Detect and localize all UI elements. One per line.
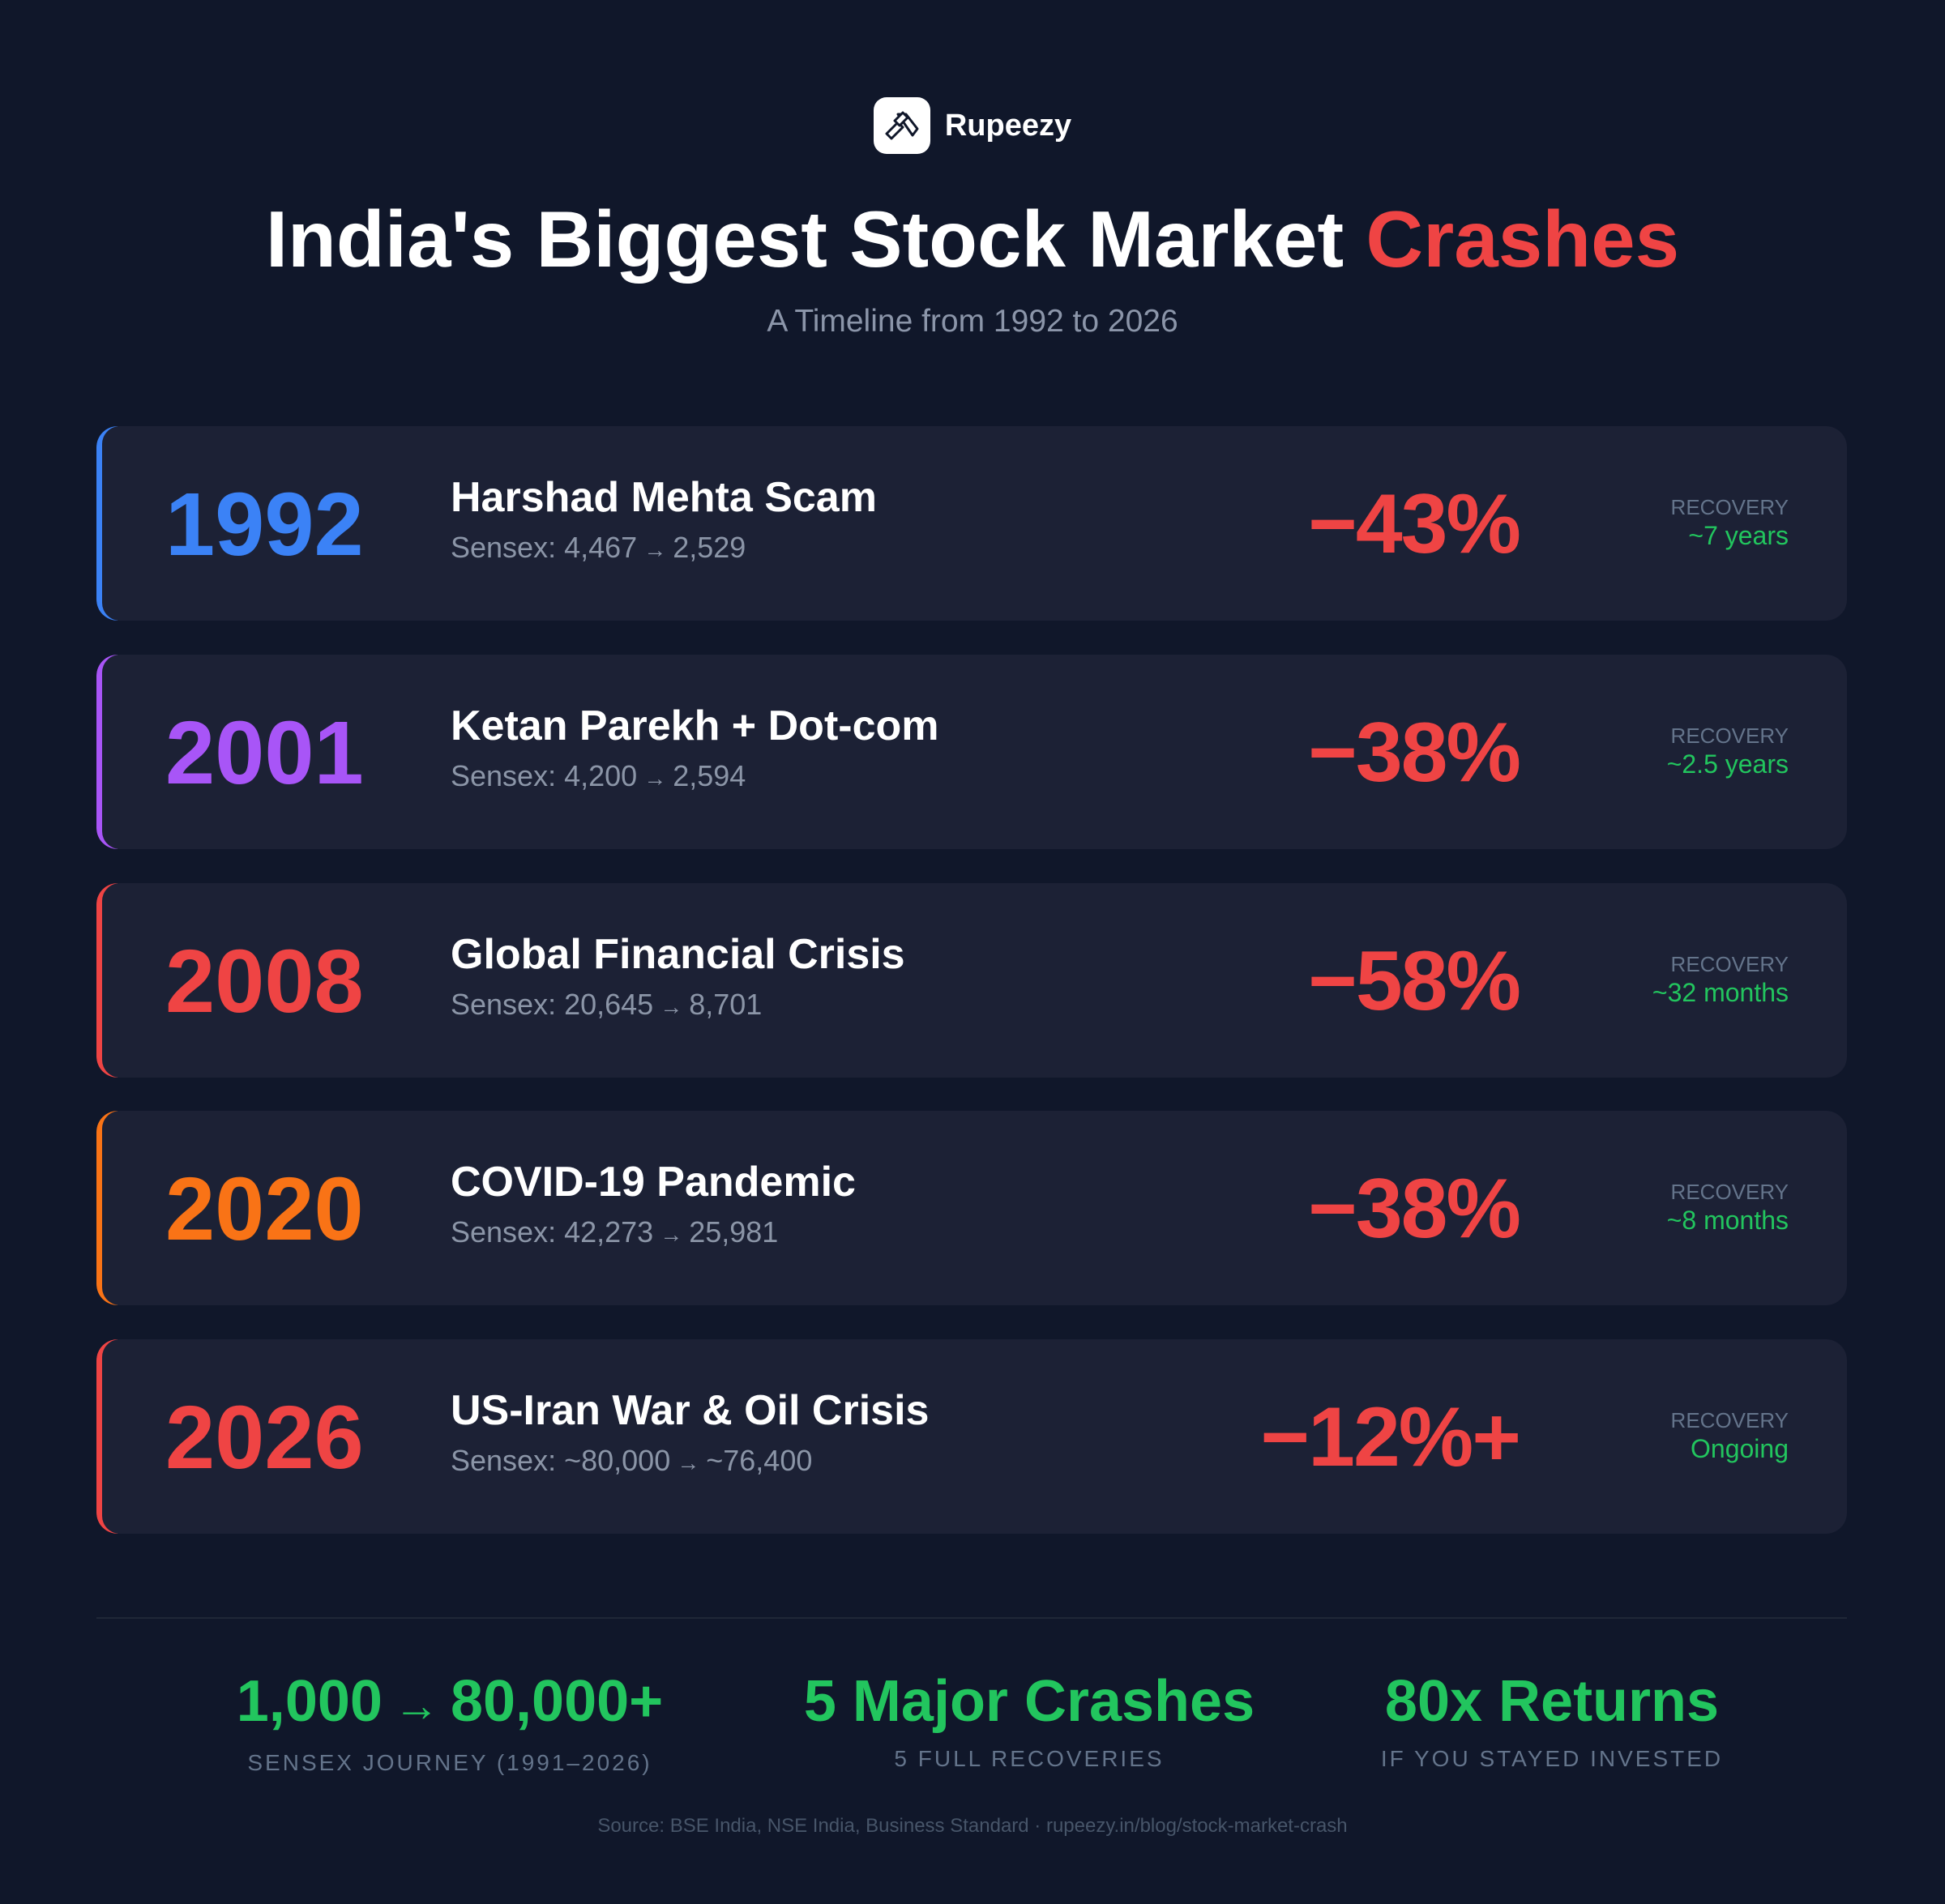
recovery-label: RECOVERY: [1670, 1180, 1789, 1204]
recovery: RECOVERY ~2.5 years: [1667, 723, 1789, 779]
stat-major-crashes: 5 Major Crashes 5 FULL RECOVERIES: [705, 1665, 1353, 1775]
recovery-label: RECOVERY: [1670, 1408, 1789, 1432]
crash-title: Harshad Mehta Scam: [451, 474, 877, 521]
sensex-range: Sensex: 4,200 → 2,594: [451, 758, 746, 796]
recovery: RECOVERY ~7 years: [1671, 494, 1789, 551]
arrow-right-icon: →: [643, 537, 667, 562]
stat-label: SENSEX JOURNEY (1991–2026): [247, 1750, 652, 1775]
title-accent: Crashes: [1366, 194, 1680, 284]
sensex-from: 42,273: [564, 1215, 654, 1249]
recovery-value: ~2.5 years: [1666, 749, 1789, 779]
crash-drop: −38%: [1308, 1162, 1521, 1256]
sensex-label: Sensex:: [451, 988, 557, 1021]
recovery-label: RECOVERY: [1670, 952, 1789, 976]
stat-value: 80x Returns: [1384, 1669, 1720, 1734]
sensex-range: Sensex: 4,467 → 2,529: [451, 530, 746, 568]
page-subtitle: A Timeline from 1992 to 2026: [767, 304, 1178, 339]
page-title: India's Biggest Stock Market Crashes: [0, 194, 1945, 284]
crash-drop: −43%: [1308, 477, 1521, 571]
arrow-right-icon: →: [677, 1450, 700, 1475]
crash-year: 2026: [165, 1388, 364, 1488]
arrow-right-icon: →: [643, 766, 667, 791]
crash-drop: −38%: [1308, 706, 1521, 800]
recovery-value: Ongoing: [1691, 1434, 1789, 1463]
crash-card-2020: 2020 COVID-19 Pandemic Sensex: 42,273 → 25…: [96, 1111, 1847, 1305]
sensex-range: Sensex: ~80,000 → ~76,400: [451, 1443, 812, 1481]
stat-sensex-journey: 1,000 → 80,000+ SENSEX JOURNEY (1991–2026): [126, 1665, 774, 1779]
recovery: RECOVERY ~32 months: [1652, 951, 1789, 1008]
crash-title: US-Iran War & Oil Crisis: [451, 1387, 930, 1434]
recovery-label: RECOVERY: [1670, 724, 1789, 748]
crash-card-2001: 2001 Ketan Parekh + Dot-com Sensex: 4,20…: [96, 655, 1847, 849]
sensex-to: 8,701: [689, 988, 763, 1021]
crash-card-2026: 2026 US-Iran War & Oil Crisis Sensex: ~8…: [96, 1339, 1847, 1534]
crash-title: COVID-19 Pandemic: [451, 1159, 856, 1206]
sensex-range: Sensex: 42,273 → 25,981: [451, 1215, 778, 1253]
brand-name: Rupeezy: [944, 108, 1072, 143]
accent-bar-mask: [102, 655, 126, 849]
arrow-right-icon: →: [393, 1680, 439, 1731]
stat-label: IF YOU STAYED INVESTED: [1380, 1746, 1724, 1771]
crash-year: 2020: [165, 1159, 364, 1259]
stat-value: 5 Major Crashes: [803, 1669, 1255, 1734]
accent-bar-mask: [102, 426, 126, 621]
stat-value: 1,000 → 80,000+: [126, 1665, 774, 1742]
sensex-label: Sensex:: [451, 759, 557, 792]
recovery-value: ~8 months: [1666, 1206, 1789, 1235]
sensex-to: ~76,400: [706, 1444, 813, 1477]
section-divider: [96, 1617, 1847, 1619]
crash-drop: −58%: [1308, 934, 1521, 1028]
sensex-range: Sensex: 20,645 → 8,701: [451, 987, 762, 1025]
stat-value-to: 80,000+: [450, 1669, 664, 1734]
sensex-label: Sensex:: [451, 1215, 557, 1249]
crash-card-1992: 1992 Harshad Mehta Scam Sensex: 4,467 → 2,…: [96, 426, 1847, 621]
stat-returns: 80x Returns IF YOU STAYED INVESTED: [1228, 1665, 1876, 1775]
recovery-label: RECOVERY: [1670, 495, 1789, 519]
stat-label: 5 FULL RECOVERIES: [894, 1746, 1165, 1771]
source-credit: Source: BSE India, NSE India, Business S…: [597, 1815, 1348, 1837]
crash-year: 1992: [165, 475, 364, 574]
recovery: RECOVERY Ongoing: [1671, 1407, 1789, 1464]
sensex-label: Sensex:: [451, 531, 557, 564]
arrow-right-icon: →: [660, 994, 683, 1019]
rupeezy-logo-icon: [873, 97, 930, 154]
accent-bar-mask: [102, 883, 126, 1078]
recovery-value: ~7 years: [1688, 521, 1789, 550]
title-main: India's Biggest Stock Market: [265, 194, 1366, 284]
sensex-to: 2,594: [673, 759, 746, 792]
crash-year: 2001: [165, 703, 364, 803]
sensex-label: Sensex:: [451, 1444, 557, 1477]
sensex-from: ~80,000: [564, 1444, 671, 1477]
crash-year: 2008: [165, 932, 364, 1031]
crash-title: Ketan Parekh + Dot-com: [451, 702, 939, 749]
accent-bar-mask: [102, 1339, 126, 1534]
sensex-from: 4,200: [564, 759, 638, 792]
recovery: RECOVERY ~8 months: [1667, 1179, 1789, 1236]
accent-bar-mask: [102, 1111, 126, 1305]
stat-value-from: 1,000: [236, 1669, 383, 1734]
sensex-from: 4,467: [564, 531, 638, 564]
recovery-value: ~32 months: [1652, 978, 1789, 1007]
arrow-right-icon: →: [660, 1222, 683, 1247]
sensex-to: 25,981: [689, 1215, 779, 1249]
crash-card-2008: 2008 Global Financial Crisis Sensex: 20,…: [96, 883, 1847, 1078]
sensex-from: 20,645: [564, 988, 654, 1021]
sensex-to: 2,529: [673, 531, 746, 564]
summary-stats: 1,000 → 80,000+ SENSEX JOURNEY (1991–2026)…: [0, 1665, 1945, 1778]
crash-drop: −12%+: [1260, 1390, 1521, 1484]
crash-title: Global Financial Crisis: [451, 931, 905, 978]
brand-logo: Rupeezy: [0, 97, 1945, 154]
